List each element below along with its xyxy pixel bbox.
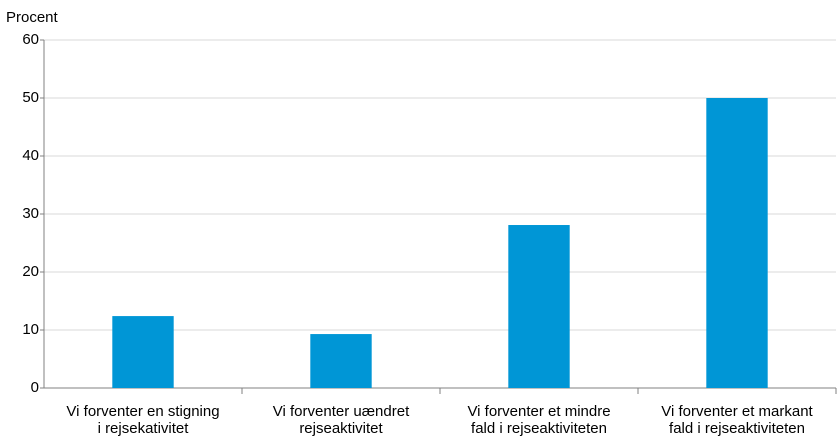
- x-tick-label: Vi forventer uændret: [273, 403, 410, 420]
- x-tick-label: i rejsekativitet: [98, 420, 190, 437]
- bar: [310, 334, 372, 388]
- x-tick-label: Vi forventer et markant: [661, 403, 813, 420]
- y-tick-label: 30: [22, 205, 39, 222]
- y-tick-label: 60: [22, 31, 39, 48]
- x-tick-label: Vi forventer et mindre: [467, 403, 610, 420]
- bar: [706, 98, 768, 388]
- x-tick-label: fald i rejseaktiviteten: [471, 420, 607, 437]
- y-axis-label: Procent: [6, 9, 59, 26]
- y-tick-label: 50: [22, 89, 39, 106]
- y-tick-label: 0: [31, 379, 39, 396]
- bar: [112, 316, 174, 388]
- y-tick-label: 10: [22, 321, 39, 338]
- y-tick-label: 20: [22, 263, 39, 280]
- bar: [508, 225, 570, 388]
- x-tick-label: fald i rejseaktiviteten: [669, 420, 805, 437]
- x-tick-label: Vi forventer en stigning: [66, 403, 219, 420]
- x-tick-label: rejseaktivitet: [299, 420, 383, 437]
- y-tick-label: 40: [22, 147, 39, 164]
